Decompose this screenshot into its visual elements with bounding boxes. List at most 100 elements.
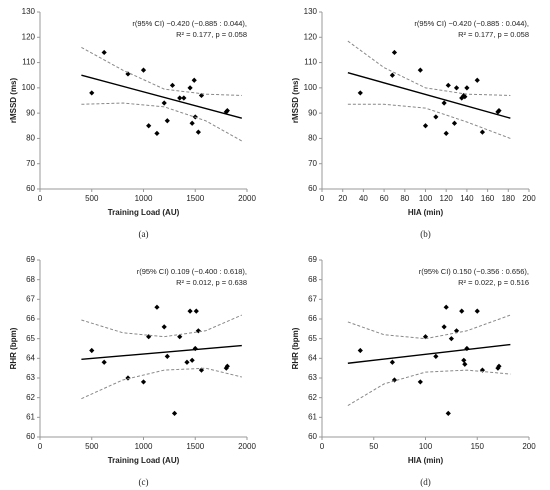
data-point <box>101 49 107 56</box>
data-point <box>453 85 460 91</box>
data-point <box>479 367 486 373</box>
ci-band-line <box>347 314 511 340</box>
y-tick-label: 80 <box>308 134 317 143</box>
data-point <box>496 108 502 114</box>
x-axis-title: Training Load (AU) <box>108 208 180 217</box>
ci-band-line <box>347 103 511 139</box>
data-point <box>195 328 201 334</box>
y-tick-label: 60 <box>308 432 317 441</box>
y-tick-label: 66 <box>26 314 35 323</box>
x-tick-label: 120 <box>440 194 454 203</box>
x-tick-label: 60 <box>380 194 389 203</box>
y-tick-label: 64 <box>26 353 35 362</box>
data-point <box>140 379 147 385</box>
ci-band-line <box>81 46 242 96</box>
data-point <box>357 347 363 354</box>
annotation: R² = 0.177, p = 0.058 <box>458 30 529 39</box>
regression-line <box>81 74 243 119</box>
annotation: R² = 0.177, p = 0.058 <box>176 30 247 39</box>
y-tick-label: 68 <box>308 275 317 284</box>
y-tick-label: 100 <box>22 83 36 92</box>
regression-line <box>347 343 511 364</box>
data-point <box>177 95 183 101</box>
data-point <box>461 357 467 363</box>
ci-band-line <box>347 369 511 406</box>
data-point <box>101 359 107 365</box>
ci-band-line <box>347 40 511 96</box>
data-point <box>193 308 199 314</box>
data-point <box>198 367 205 373</box>
x-tick-label: 1000 <box>135 442 153 451</box>
annotation: R² = 0.012, p = 0.638 <box>176 278 247 287</box>
x-tick-label: 200 <box>522 194 536 203</box>
data-point <box>154 304 160 310</box>
y-axis-title: RHR (bpm) <box>291 327 300 369</box>
x-axis-title: Training Load (AU) <box>108 456 180 465</box>
x-tick-label: 0 <box>320 194 325 203</box>
x-tick-label: 0 <box>38 442 43 451</box>
annotation: r(95% CI) −0.420 (−0.885 : 0.044), <box>414 19 529 28</box>
annotation: R² = 0.022, p = 0.516 <box>458 278 529 287</box>
data-point <box>433 114 439 120</box>
y-axis-title: rMSSD (ms) <box>291 77 300 123</box>
data-point <box>474 77 480 83</box>
y-tick-label: 130 <box>304 7 318 16</box>
y-tick-label: 68 <box>26 275 35 284</box>
x-tick-label: 150 <box>471 442 485 451</box>
data-point <box>448 336 454 342</box>
y-tick-label: 60 <box>26 432 35 441</box>
y-tick-label: 64 <box>308 353 317 362</box>
data-point <box>189 357 195 363</box>
data-point <box>164 118 170 124</box>
data-point <box>184 359 190 365</box>
data-point <box>164 353 170 359</box>
panel-caption: (d) <box>420 477 431 487</box>
y-tick-label: 90 <box>308 108 317 117</box>
x-tick-label: 500 <box>85 442 99 451</box>
data-point <box>391 49 398 56</box>
ci-band-line <box>81 102 243 142</box>
data-point <box>195 129 201 135</box>
data-point <box>171 410 178 416</box>
x-tick-label: 0 <box>320 442 325 451</box>
x-axis-title: HIA (min) <box>408 208 444 217</box>
data-point <box>125 71 131 77</box>
x-tick-label: 100 <box>419 194 433 203</box>
data-point <box>451 120 458 126</box>
data-point <box>474 308 480 314</box>
x-tick-label: 100 <box>419 442 433 451</box>
data-point <box>161 324 167 330</box>
y-tick-label: 63 <box>308 373 317 382</box>
data-point <box>224 363 230 369</box>
panel-caption: (c) <box>139 477 149 487</box>
annotation: r(95% CI) 0.109 (−0.400 : 0.618), <box>137 267 247 276</box>
x-tick-label: 80 <box>400 194 409 203</box>
data-point <box>462 361 468 367</box>
regression-line <box>81 344 242 361</box>
data-point <box>453 328 460 334</box>
data-point <box>187 85 193 91</box>
data-point <box>389 72 395 78</box>
data-point <box>177 334 183 340</box>
x-tick-label: 0 <box>38 194 43 203</box>
y-axis-title: RHR (bpm) <box>9 327 18 369</box>
y-tick-label: 66 <box>308 314 317 323</box>
data-point <box>417 67 423 73</box>
data-point <box>417 379 423 385</box>
y-tick-label: 110 <box>22 58 35 67</box>
y-tick-label: 62 <box>308 393 317 402</box>
x-tick-label: 200 <box>522 442 536 451</box>
ci-band-line <box>81 367 242 400</box>
data-point <box>89 90 95 96</box>
y-tick-label: 63 <box>26 373 35 382</box>
x-tick-label: 180 <box>502 194 516 203</box>
y-tick-label: 120 <box>304 32 318 41</box>
x-tick-label: 1500 <box>186 194 204 203</box>
data-point <box>224 108 230 114</box>
data-point <box>496 363 502 369</box>
annotation: r(95% CI) 0.150 (−0.356 : 0.656), <box>419 267 529 276</box>
data-point <box>181 95 187 101</box>
data-point <box>146 123 152 129</box>
x-tick-label: 2000 <box>238 194 256 203</box>
